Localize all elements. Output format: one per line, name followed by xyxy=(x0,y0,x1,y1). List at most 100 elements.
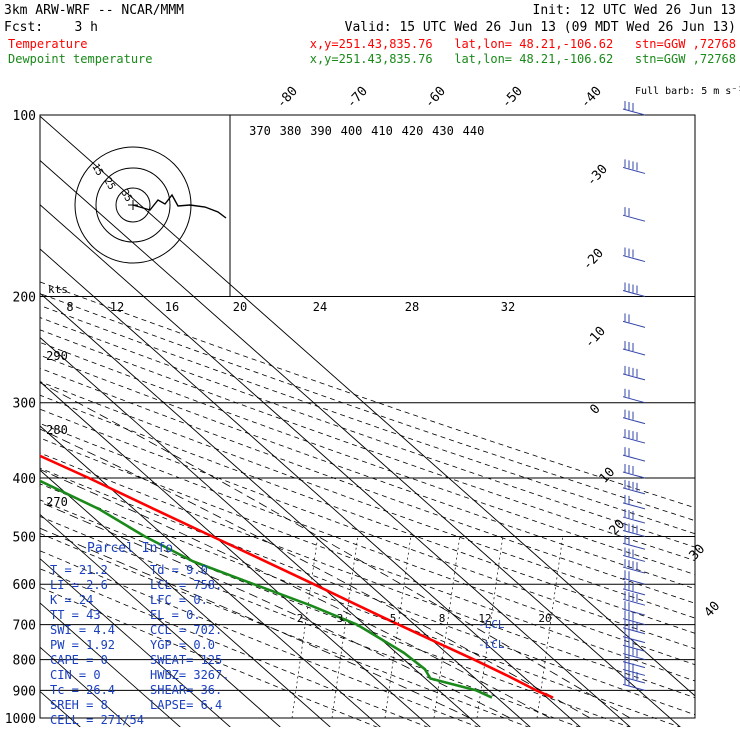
wind-barb xyxy=(622,255,646,263)
isotherm xyxy=(40,336,481,727)
pressure-tick-label: 300 xyxy=(13,397,36,412)
mixing-ratio-line xyxy=(536,534,564,719)
isotherm xyxy=(40,115,695,697)
wind-barb xyxy=(622,618,646,626)
parcel-row-right: LFC = 0. xyxy=(150,593,208,607)
parcel-row-left: CIN = 0 xyxy=(50,668,101,682)
moist-adiabat xyxy=(40,382,631,719)
dry-adiabat xyxy=(40,367,695,604)
hodograph-rings xyxy=(74,146,227,264)
wind-barb xyxy=(622,636,646,644)
moist-adiabat xyxy=(40,527,471,719)
isotherm xyxy=(40,204,631,727)
mixing-ratio-line xyxy=(384,534,412,719)
isotherm xyxy=(40,292,531,727)
theta-label: 430 xyxy=(432,124,454,138)
mixing-ratio-label: 2 xyxy=(297,612,304,625)
hodograph-speed-label: 12 xyxy=(110,300,124,314)
theta-label: 400 xyxy=(341,124,363,138)
isotherm-label: 0 xyxy=(587,402,603,418)
hodograph-speed-label: 16 xyxy=(165,300,179,314)
pressure-tick-label: 1000 xyxy=(5,712,36,727)
wind-barb xyxy=(622,436,646,444)
parcel-row-left: SWI = 4.4 xyxy=(50,623,115,637)
pressure-tick-label: 900 xyxy=(13,684,36,699)
isotherm xyxy=(40,602,181,727)
theta-label: 370 xyxy=(249,124,271,138)
theta-label: 420 xyxy=(402,124,424,138)
parcel-row-right: LCL = 758. xyxy=(150,578,222,592)
parcel-row-left: CAPE = 0 xyxy=(50,653,108,667)
wind-barb xyxy=(622,661,646,669)
wind-barb xyxy=(622,566,646,574)
parcel-row-right: Td = 9.0 xyxy=(150,563,208,577)
mixing-ratio-label: 5 xyxy=(390,612,397,625)
plot-border xyxy=(39,114,696,719)
moist-adiabat xyxy=(40,428,591,719)
wind-barb xyxy=(622,554,646,562)
mixing-ratio-line xyxy=(331,534,359,719)
dry-adiabat xyxy=(40,532,530,727)
dry-adiabat-label: 280 xyxy=(46,423,68,437)
parcel-row-left: LI = 2.6 xyxy=(50,578,108,592)
dry-adiabat xyxy=(40,467,695,716)
wind-barb xyxy=(622,598,646,606)
dry-adiabat xyxy=(40,437,695,682)
parcel-row-left: CELL = 271/54 xyxy=(50,713,144,727)
mixing-ratio-label: 12 xyxy=(478,612,491,625)
isotherm xyxy=(40,248,581,727)
wind-barb xyxy=(622,290,646,298)
isotherm-label: -10 xyxy=(582,324,609,351)
isotherm-label: -50 xyxy=(499,84,526,111)
wind-barb xyxy=(622,542,646,550)
mixing-ratio-label: 8 xyxy=(439,612,446,625)
isotherm xyxy=(0,115,34,731)
pressure-tick-label: 100 xyxy=(13,109,36,124)
dewpoint-legend-label: Dewpoint temperature xyxy=(8,52,153,66)
dry-adiabat xyxy=(40,550,479,727)
temperature-legend-label: Temperature xyxy=(8,37,87,51)
dry-adiabat xyxy=(40,341,695,575)
dry-adiabat-label: 290 xyxy=(46,349,68,363)
isotherm xyxy=(40,425,381,727)
isotherm xyxy=(40,159,681,727)
temperature-location: x,y=251.43,835.76 lat,lon= 48.21,-106.62… xyxy=(310,37,736,51)
parcel-row-left: T = 21.2 xyxy=(50,563,108,577)
isotherm-label: -20 xyxy=(580,246,607,273)
model-title: 3km ARW-WRF -- NCAR/MMM xyxy=(4,3,184,18)
dewpoint-line xyxy=(40,479,493,699)
wind-barb xyxy=(622,676,646,684)
parcel-row-left: K = 24 xyxy=(50,593,93,607)
wind-barb xyxy=(622,653,646,661)
temperature-line xyxy=(40,454,554,699)
parcel-row-right: HWBZ= 3267. xyxy=(150,668,229,682)
hodograph-speed-label: 32 xyxy=(501,300,515,314)
wind-barb xyxy=(622,487,646,495)
hodograph-speed-label: 20 xyxy=(233,300,247,314)
mixing-ratio-line xyxy=(291,534,319,719)
wind-barb xyxy=(622,108,646,116)
pressure-tick-label: 700 xyxy=(13,619,36,634)
parcel-row-left: PW = 1.92 xyxy=(50,638,115,652)
wind-barb xyxy=(622,348,646,356)
mixing-ratio-line xyxy=(433,534,461,719)
wind-barb xyxy=(622,166,646,174)
isotherm-label: -70 xyxy=(344,84,371,111)
wind-barb xyxy=(622,454,646,462)
parcel-row-right: EL = 0. xyxy=(150,608,201,622)
parcel-row-right: CCL = 702. xyxy=(150,623,222,637)
dry-adiabat xyxy=(40,381,695,619)
valid-time: Valid: 15 UTC Wed 26 Jun 13 (09 MDT Wed … xyxy=(345,20,736,35)
wind-barb xyxy=(622,396,646,404)
wind-barb xyxy=(622,577,646,585)
wind-barb xyxy=(622,644,646,652)
parcel-row-left: Tc = 26.4 xyxy=(50,683,115,697)
dry-adiabat xyxy=(40,293,695,522)
dry-adiabat xyxy=(40,452,695,699)
forecast-hour: Fcst: 3 h xyxy=(4,20,98,35)
wind-barb xyxy=(622,668,646,676)
isotherm xyxy=(40,469,331,727)
grid-lines xyxy=(0,115,695,731)
dry-adiabat xyxy=(40,354,695,590)
